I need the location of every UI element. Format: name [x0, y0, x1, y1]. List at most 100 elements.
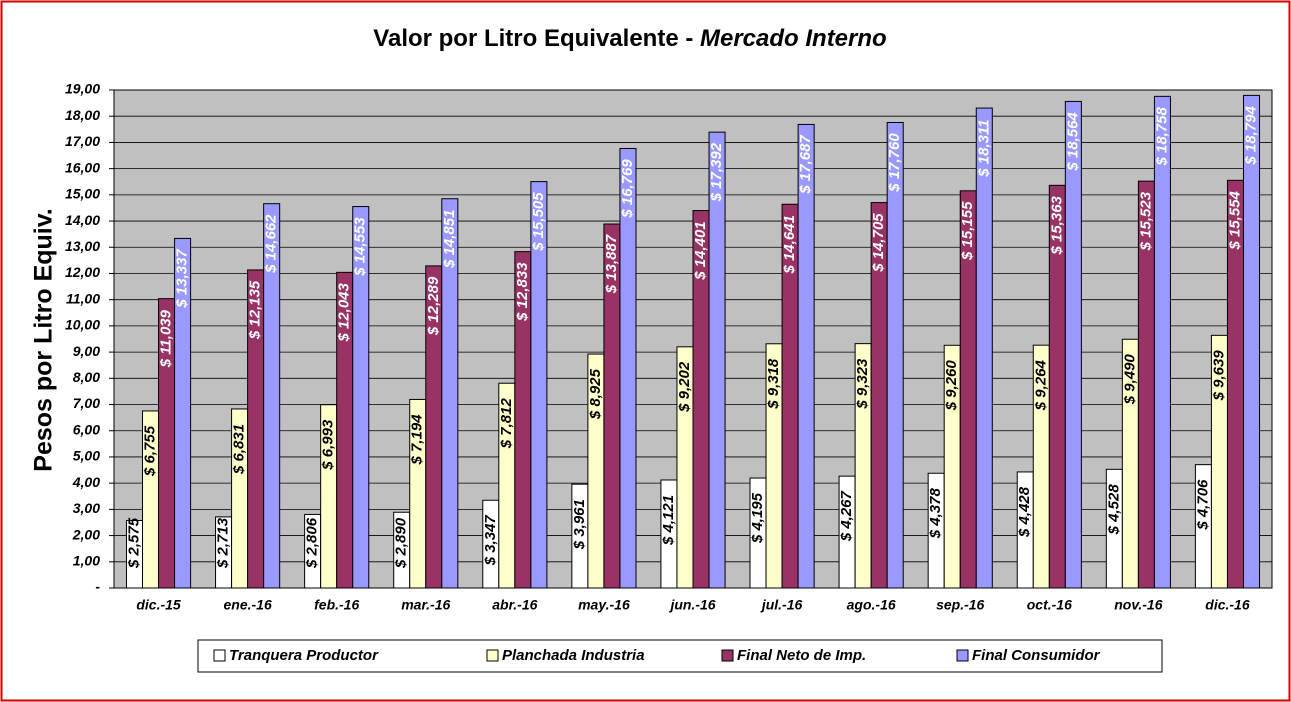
value-label: $ 14,553 [352, 217, 369, 277]
x-tick-label: nov.-16 [1114, 597, 1162, 613]
value-label: $ 9,260 [943, 360, 960, 412]
x-tick-label: dic.-15 [136, 597, 181, 613]
value-label: $ 12,289 [425, 276, 442, 336]
value-label: $ 12,043 [336, 282, 353, 342]
y-tick-label: 12,00 [65, 264, 100, 280]
title-emphasis: Mercado Interno [700, 25, 887, 52]
value-label: $ 2,806 [304, 517, 321, 569]
bar [1153, 95, 1171, 589]
value-label: $ 6,993 [320, 419, 337, 471]
value-label: $ 2,575 [125, 517, 142, 569]
value-label: $ 14,851 [441, 210, 458, 269]
bar [975, 107, 993, 589]
value-label: $ 9,323 [854, 358, 871, 410]
y-tick-label: 4,00 [72, 474, 100, 490]
y-tick-label: 13,00 [65, 238, 100, 254]
x-tick-label: oct.-16 [1027, 597, 1072, 613]
x-tick-label: abr.-16 [492, 597, 537, 613]
x-tick-label: jun.-16 [668, 597, 715, 613]
bar [1242, 94, 1261, 589]
value-label: $ 13,337 [174, 249, 191, 309]
value-label: $ 9,639 [1210, 350, 1227, 402]
value-label: $ 3,961 [571, 499, 588, 550]
value-label: $ 15,363 [1048, 195, 1065, 255]
legend-swatch [721, 649, 734, 662]
value-label: $ 12,833 [514, 262, 531, 322]
value-label: $ 9,264 [1032, 360, 1049, 412]
legend-swatch [956, 649, 969, 662]
value-label: $ 18,758 [1153, 106, 1170, 166]
bar [1064, 100, 1082, 589]
value-label: $ 15,554 [1226, 190, 1243, 250]
value-label: $ 3,347 [482, 515, 499, 567]
legend-swatch [486, 649, 499, 662]
value-label: $ 11,039 [158, 309, 175, 368]
x-tick-label: dic.-16 [1205, 597, 1250, 613]
x-tick-label: ago.-16 [847, 597, 896, 613]
value-label: $ 4,428 [1016, 486, 1033, 538]
value-label: $ 9,490 [1121, 354, 1138, 406]
value-label: $ 8,925 [587, 368, 604, 420]
y-tick-label: 16,00 [65, 159, 100, 175]
y-tick-label: 10,00 [65, 317, 100, 333]
value-label: $ 14,401 [692, 221, 709, 280]
value-label: $ 17,760 [886, 133, 903, 193]
value-label: $ 4,195 [749, 492, 766, 544]
value-label: $ 6,831 [231, 424, 248, 475]
chart-title: Valor por Litro Equivalente - Mercado In… [373, 25, 886, 52]
value-label: $ 18,311 [975, 119, 992, 177]
value-label: $ 9,202 [676, 361, 693, 413]
y-tick-label: 1,00 [73, 552, 100, 568]
y-tick-label: 15,00 [65, 186, 100, 202]
x-tick-label: ene.-16 [223, 597, 271, 613]
value-label: $ 4,706 [1194, 479, 1211, 531]
x-tick-label: feb.-16 [314, 597, 359, 613]
legend-label: Final Neto de Imp. [737, 647, 866, 664]
value-label: $ 18,564 [1064, 112, 1081, 172]
value-label: $ 14,641 [781, 215, 798, 274]
value-label: $ 14,662 [263, 214, 280, 274]
x-tick-label: sep.-16 [936, 597, 984, 613]
value-label: $ 4,378 [927, 488, 944, 540]
value-label: $ 6,755 [141, 425, 158, 477]
value-label: $ 15,155 [959, 201, 976, 261]
legend-label: Planchada Industria [502, 647, 645, 664]
legend-label: Tranquera Productor [229, 647, 379, 664]
value-label: $ 13,887 [603, 234, 620, 294]
value-label: $ 18,794 [1242, 106, 1259, 166]
x-tick-label: may.-16 [578, 597, 630, 613]
value-label: $ 2,890 [393, 517, 410, 569]
y-tick-label: 11,00 [66, 290, 100, 306]
value-label: $ 7,194 [409, 414, 426, 466]
value-label: $ 4,267 [838, 490, 855, 542]
title-main: Valor por Litro Equivalente - [373, 25, 700, 52]
x-tick-label: mar.-16 [401, 597, 450, 613]
x-tick-label: jul.-16 [760, 597, 803, 613]
value-label: $ 4,528 [1105, 484, 1122, 536]
y-axis-title: Pesos por Litro Equiv. [30, 208, 58, 471]
y-tick-label: 17,00 [65, 133, 100, 149]
legend-label: Final Consumidor [972, 647, 1101, 664]
y-tick-label: 9,00 [73, 343, 100, 359]
legend-box [197, 639, 1163, 673]
y-tick-label: - [95, 579, 100, 595]
value-label: $ 9,318 [765, 358, 782, 410]
legend-swatch [213, 649, 226, 662]
value-label: $ 7,812 [498, 398, 515, 450]
y-tick-label: 6,00 [73, 421, 100, 437]
value-label: $ 17,392 [708, 142, 725, 202]
value-label: $ 14,705 [870, 213, 887, 273]
value-label: $ 12,135 [247, 280, 264, 340]
y-tick-label: 18,00 [65, 107, 100, 123]
y-tick-label: 7,00 [73, 395, 100, 411]
value-label: $ 17,687 [797, 135, 814, 195]
y-tick-label: 19,00 [65, 81, 100, 97]
y-tick-label: 3,00 [73, 500, 100, 516]
y-tick-label: 5,00 [73, 448, 100, 464]
value-label: $ 4,121 [660, 495, 677, 546]
y-tick-label: 8,00 [73, 369, 100, 385]
value-label: $ 16,769 [619, 159, 636, 219]
y-tick-label: 2,00 [72, 526, 100, 542]
y-tick-label: 14,00 [65, 212, 100, 228]
